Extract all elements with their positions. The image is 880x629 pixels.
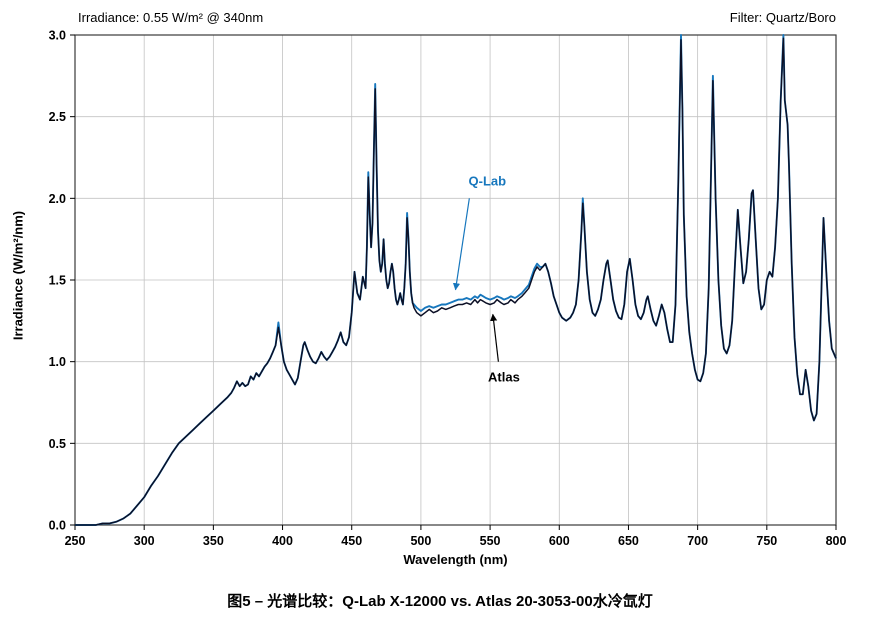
x-tick-label: 650 (618, 534, 639, 548)
y-axis-label: Irradiance (W/m²/nm) (10, 210, 26, 341)
x-tick-label: 400 (272, 534, 293, 548)
chart-area: 250 300 350 400 450 500 550 600 650 700 750 800 0.0 0… (10, 29, 847, 568)
x-tick-label: 350 (203, 534, 224, 548)
x-tick-label: 300 (134, 534, 155, 548)
y-tick-label: 2.5 (49, 110, 66, 124)
x-tick-label: 250 (65, 534, 86, 548)
atlas-series-annotation: Atlas (488, 369, 520, 384)
y-tick-label: 1.0 (49, 355, 66, 369)
y-tick-label: 0.5 (49, 437, 66, 451)
y-tick-label: 2.0 (49, 192, 66, 206)
x-tick-label: 700 (687, 534, 708, 548)
series-line-atlas (75, 37, 837, 526)
x-tick-label: 450 (341, 534, 362, 548)
x-tick-label: 600 (549, 534, 570, 548)
x-tick-label: 500 (410, 534, 431, 548)
filter-type-note: Filter: Quartz/Boro (729, 10, 836, 25)
x-tick-label: 800 (826, 534, 847, 548)
q-lab-series-annotation: Q-Lab (469, 173, 507, 188)
y-tick-label: 1.5 (49, 274, 66, 288)
x-tick-label: 550 (480, 534, 501, 548)
y-tick-label: 0.0 (49, 519, 66, 533)
atlas-annotation-arrow (490, 313, 499, 362)
y-tick-label: 3.0 (49, 29, 66, 43)
q-lab-annotation-arrow (452, 198, 470, 291)
figure-caption: 图5 – 光谱比较：Q-Lab X-12000 vs. Atlas 20-305… (227, 593, 653, 610)
x-tick-label: 750 (756, 534, 777, 548)
x-axis-label: Wavelength (nm) (403, 552, 508, 567)
spectrum-line-chart: 250 300 350 400 450 500 550 600 650 700 750 800 0.0 0… (49, 29, 847, 549)
irradiance-setpoint-note: Irradiance: 0.55 W/m² @ 340nm (78, 10, 264, 25)
